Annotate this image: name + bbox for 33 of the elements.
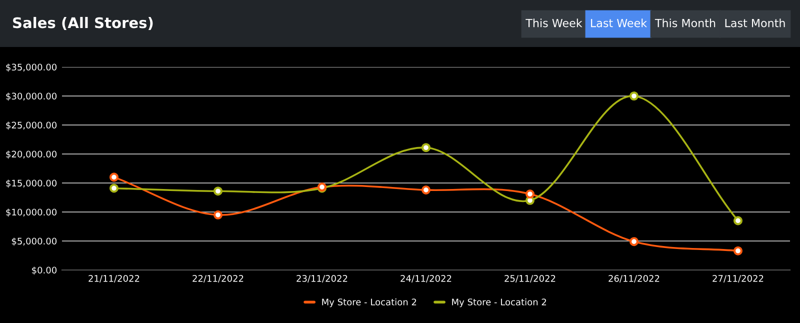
- x-tick-label: 26/11/2022: [608, 275, 660, 283]
- x-tick-label: 21/11/2022: [88, 275, 140, 283]
- y-tick-label: $15,000.00: [6, 180, 57, 188]
- legend-label: My Store - Location 2: [452, 298, 546, 308]
- text: This Month: [654, 18, 716, 28]
- point: [629, 237, 639, 246]
- text: Last Month: [725, 18, 785, 28]
- y-tick-label: $30,000.00: [6, 92, 57, 101]
- point: [629, 91, 639, 101]
- y-tick-label: $5,000.00: [12, 238, 57, 246]
- y-tick-label: $10,000.00: [6, 208, 57, 217]
- y-tick-label: $25,000.00: [6, 122, 57, 130]
- point: [733, 246, 743, 256]
- text: This Week: [526, 18, 582, 28]
- x-tick-label: 23/11/2022: [296, 275, 348, 283]
- y-tick-label: $0.00: [32, 266, 57, 275]
- chart-title: Sales (All Stores): [13, 16, 153, 30]
- point: [733, 216, 743, 226]
- point: [421, 185, 431, 194]
- y-tick-label: $20,000.00: [6, 150, 57, 159]
- point: [109, 172, 119, 182]
- legend-label: My Store - Location 2: [322, 298, 416, 308]
- x-tick-label: 25/11/2022: [504, 275, 556, 283]
- point: [109, 184, 119, 193]
- y-tick-label: $35,000.00: [6, 64, 57, 72]
- point: [525, 190, 535, 199]
- x-tick-label: 27/11/2022: [712, 275, 764, 283]
- point: [421, 143, 431, 152]
- text: Last Week: [591, 18, 648, 28]
- point: [213, 186, 223, 196]
- x-tick-label: 24/11/2022: [400, 275, 452, 283]
- point: [213, 210, 223, 220]
- x-tick-label: 22/11/2022: [192, 275, 244, 283]
